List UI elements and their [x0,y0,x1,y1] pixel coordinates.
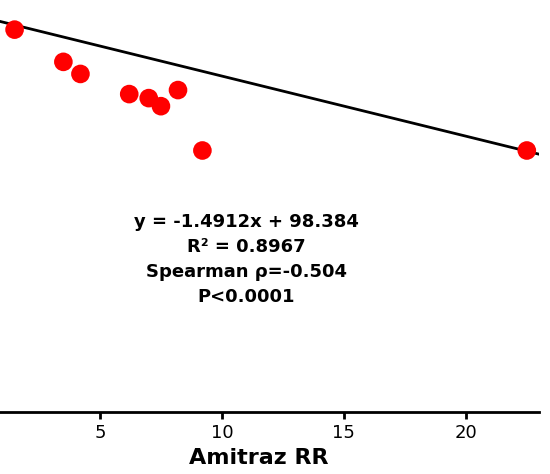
Point [522,147,531,155]
Point [198,147,207,155]
Point [157,102,166,110]
X-axis label: Amitraz RR: Amitraz RR [189,448,328,468]
Point [144,94,153,102]
Point [125,90,134,98]
Point [174,86,183,94]
Text: y = -1.4912x + 98.384
R² = 0.8967
Spearman ρ=-0.504
P<0.0001: y = -1.4912x + 98.384 R² = 0.8967 Spearm… [134,213,359,306]
Point [10,26,19,34]
Point [76,70,85,78]
Point [59,58,68,66]
